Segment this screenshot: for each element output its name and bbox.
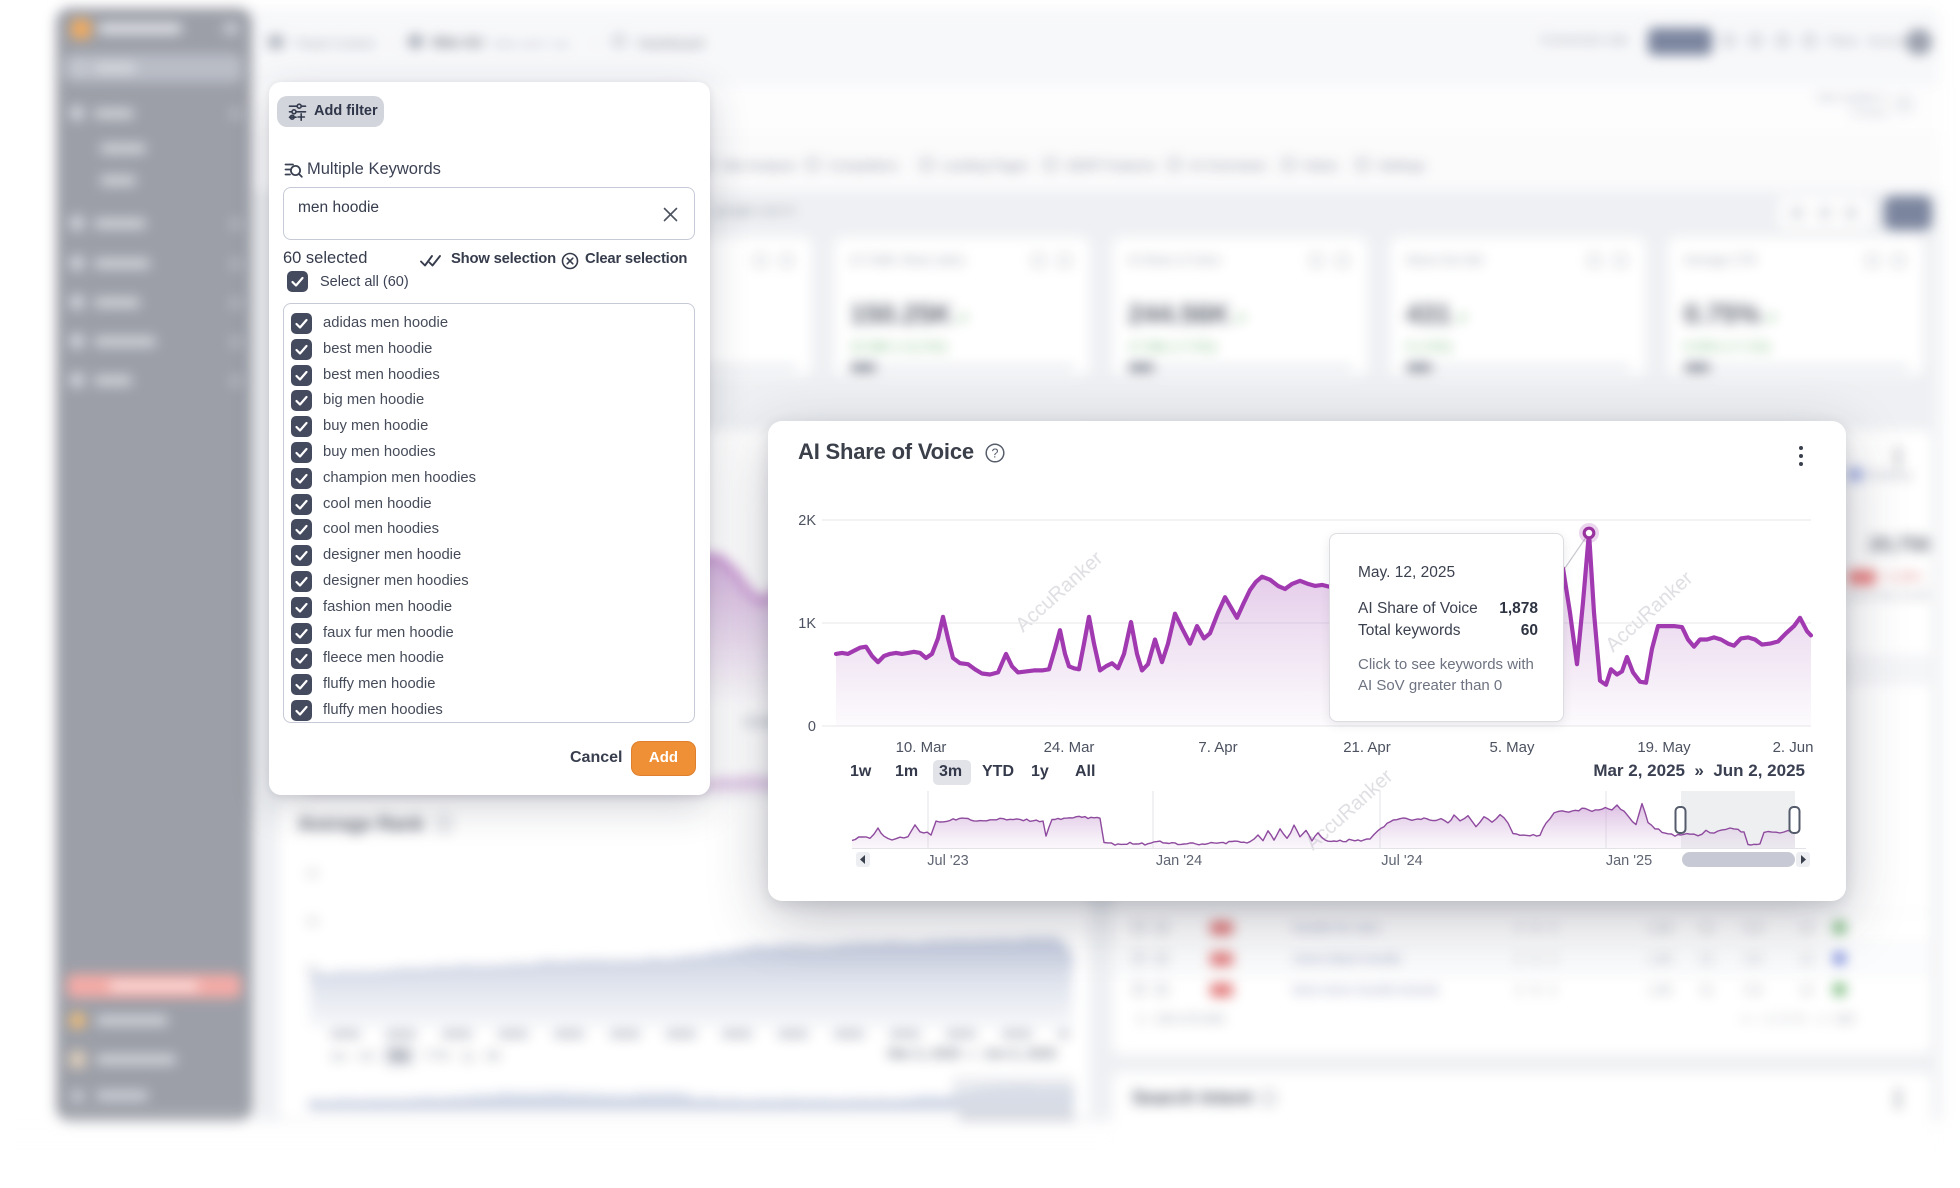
svg-text:5. May: 5. May <box>1489 739 1535 756</box>
svg-text:Jan '25: Jan '25 <box>1606 853 1652 869</box>
svg-text:Jul '24: Jul '24 <box>1381 853 1422 869</box>
svg-text:1K: 1K <box>798 616 816 632</box>
svg-text:0: 0 <box>808 719 816 735</box>
svg-text:24. Mar: 24. Mar <box>1044 739 1095 756</box>
svg-text:?: ? <box>992 446 999 460</box>
svg-text:2K: 2K <box>798 513 816 529</box>
svg-text:Jul '23: Jul '23 <box>927 853 968 869</box>
svg-text:10. Mar: 10. Mar <box>896 739 947 756</box>
svg-text:7. Apr: 7. Apr <box>1198 739 1237 756</box>
svg-text:21. Apr: 21. Apr <box>1343 739 1391 756</box>
svg-text:19. May: 19. May <box>1637 739 1691 756</box>
svg-text:2. Jun: 2. Jun <box>1773 739 1814 756</box>
svg-text:Jan '24: Jan '24 <box>1156 853 1202 869</box>
